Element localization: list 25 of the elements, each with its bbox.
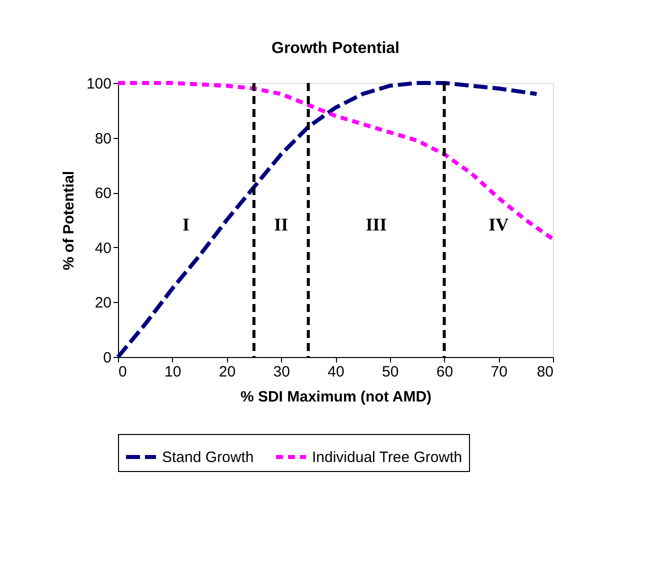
chart-title: Growth Potential: [272, 40, 400, 57]
legend-label: Individual Tree Growth: [312, 449, 462, 466]
annotation: II: [274, 214, 288, 234]
y-tick-label: 20: [94, 294, 112, 312]
x-tick-label: 50: [382, 364, 399, 380]
x-tick-label: 60: [436, 364, 454, 380]
y-axis-title: % of Potential: [60, 170, 78, 270]
x-tick-label: 40: [328, 364, 344, 380]
x-tick-label: 30: [273, 364, 290, 380]
x-tick-label: 10: [164, 364, 182, 380]
y-tick-label: 0: [103, 350, 112, 366]
x-tick-label: 70: [490, 364, 508, 380]
annotation: I: [182, 214, 190, 234]
x-tick-label: 80: [536, 364, 554, 380]
x-tick-label: 0: [118, 364, 127, 380]
y-tick-label: 60: [94, 185, 112, 202]
x-tick-label: 20: [218, 364, 236, 380]
y-tick-label: 80: [94, 130, 112, 148]
annotation: IV: [488, 214, 509, 234]
x-axis-title: % SDI Maximum (not AMD): [240, 388, 432, 406]
line-series: [116, 81, 555, 242]
y-tick-label: 100: [86, 76, 112, 92]
y-tick-label: 40: [94, 240, 112, 257]
legend-label: Stand Growth: [162, 449, 254, 466]
annotation: III: [366, 214, 387, 234]
